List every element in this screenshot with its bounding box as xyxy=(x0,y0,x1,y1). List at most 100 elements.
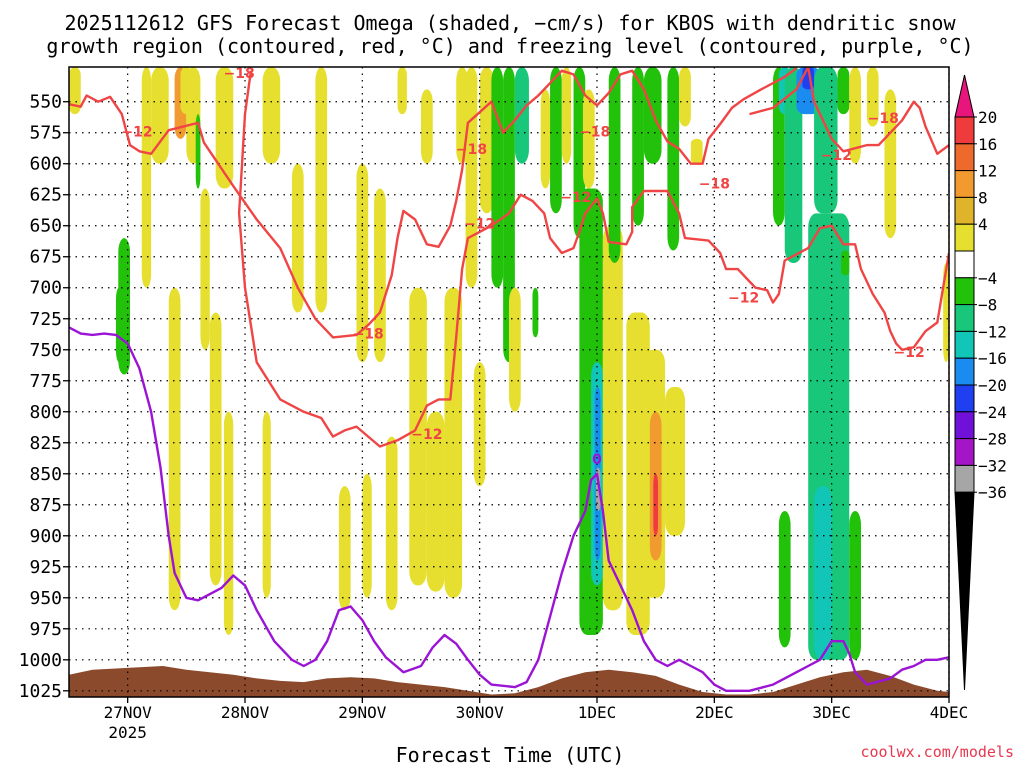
contour-label-13: 0 xyxy=(592,452,602,468)
omega-cell-3 xyxy=(141,67,152,288)
y-tick-label-775: 775 xyxy=(29,371,62,392)
omega-cell-26 xyxy=(426,411,445,592)
x-tick-label-6: 3DEC xyxy=(812,703,851,722)
colorbar-segment-6 xyxy=(954,250,975,279)
chart-title-line2: growth region (contoured, red, °C) and f… xyxy=(46,34,973,58)
omega-cell-66 xyxy=(814,486,832,660)
y-tick-label-875: 875 xyxy=(29,495,62,516)
y-tick-label-625: 625 xyxy=(29,185,62,206)
contour-label-5: −12 xyxy=(464,216,495,232)
omega-cell-68 xyxy=(837,67,850,115)
y-tick-label-925: 925 xyxy=(29,557,62,578)
omega-cell-10 xyxy=(200,188,210,350)
omega-cell-49 xyxy=(632,67,644,226)
colorbar-label-1: 16 xyxy=(978,135,997,154)
x-tick-label-2: 29NOV xyxy=(338,703,387,722)
contour-label-10: −12 xyxy=(821,148,852,164)
omega-cell-30 xyxy=(473,362,486,487)
colorbar-label-10: −24 xyxy=(978,403,1007,422)
contour-line-1 xyxy=(237,70,949,448)
y-tick-label-550: 550 xyxy=(29,92,62,113)
colorbar-label-12: −32 xyxy=(978,456,1007,475)
contour-line-0 xyxy=(69,67,798,339)
colorbar-label-7: −12 xyxy=(978,322,1007,341)
omega-cell-32 xyxy=(491,67,504,288)
plot-frame xyxy=(68,66,950,698)
contour-label-2: −18 xyxy=(353,327,384,343)
contour-labels: −12 −18 −18 −12 −18 −12 −18 −12 −18 −12 −12 −18 −12 0 xyxy=(121,66,924,468)
colorbar-label-8: −16 xyxy=(978,349,1007,368)
colorbar-segment-12 xyxy=(954,411,975,440)
omega-cell-18 xyxy=(338,486,351,611)
omega-cell-9 xyxy=(168,287,181,611)
colorbar-segment-2 xyxy=(954,143,975,172)
contour-label-6: −18 xyxy=(579,124,610,140)
y-tick-label-700: 700 xyxy=(29,278,62,299)
colorbar-segment-5 xyxy=(954,223,975,252)
contour-label-9: −12 xyxy=(728,291,759,307)
colorbar-segment-13 xyxy=(954,438,975,466)
omega-cell-54 xyxy=(665,386,685,536)
y-tick-label-1025: 1025 xyxy=(19,681,62,702)
omega-cell-46 xyxy=(602,225,623,611)
omega-cell-11 xyxy=(209,312,222,586)
colorbar-segment-9 xyxy=(954,330,975,359)
colorbar-segment-7 xyxy=(954,277,975,306)
contour-line-2 xyxy=(749,67,949,155)
omega-shading xyxy=(69,67,949,697)
omega-cell-35 xyxy=(514,67,529,164)
y-tick-label-750: 750 xyxy=(29,340,62,361)
colorbar-segment-8 xyxy=(954,304,975,332)
omega-cell-24 xyxy=(409,287,427,586)
omega-cell-41 xyxy=(582,89,595,189)
colorbar-label-2: 12 xyxy=(978,162,997,181)
contour-label-11: −18 xyxy=(868,111,899,127)
y-tick-label-800: 800 xyxy=(29,402,62,423)
source-credit[interactable]: coolwx.com/models xyxy=(860,743,1014,761)
omega-cell-15 xyxy=(262,411,271,598)
x-tick-label-5: 2DEC xyxy=(695,703,734,722)
y-tick-label-825: 825 xyxy=(29,433,62,454)
y-tick-label-950: 950 xyxy=(29,588,62,609)
colorbar-segment-1 xyxy=(954,116,975,145)
omega-cell-61 xyxy=(784,67,803,263)
contour-line-3 xyxy=(69,326,949,692)
omega-cell-37 xyxy=(540,89,551,189)
x-tick-label-7: 4DEC xyxy=(930,703,969,722)
omega-cell-69 xyxy=(841,250,850,276)
y-tick-label-675: 675 xyxy=(29,247,62,268)
omega-cell-29 xyxy=(465,67,478,288)
y-tick-label-650: 650 xyxy=(29,216,62,237)
omega-cell-71 xyxy=(866,67,879,127)
colorbar-segment-10 xyxy=(954,357,975,386)
omega-cell-52 xyxy=(653,473,659,536)
contour-label-4: −18 xyxy=(456,142,487,158)
omega-cell-23 xyxy=(397,67,407,115)
omega-cell-57 xyxy=(690,138,703,164)
omega-cell-4 xyxy=(151,67,169,164)
colorbar-bottom-arrow xyxy=(954,491,975,691)
omega-cell-20 xyxy=(362,473,372,598)
omega-cell-55 xyxy=(667,67,680,251)
omega-cell-17 xyxy=(315,67,328,313)
colorbar-label-3: 8 xyxy=(978,188,988,207)
omega-cell-38 xyxy=(550,67,562,214)
omega-cell-16 xyxy=(291,163,304,313)
omega-cell-14 xyxy=(262,67,281,164)
y-tick-label-725: 725 xyxy=(29,309,62,330)
contour-label-12: −12 xyxy=(893,345,924,361)
omega-cell-65 xyxy=(814,67,838,214)
contour-lines xyxy=(69,67,949,692)
x-tick-label-3: 30NOV xyxy=(456,703,505,722)
colorbar-segment-3 xyxy=(954,170,975,198)
colorbar-label-13: −36 xyxy=(978,483,1007,502)
omega-cell-36 xyxy=(532,287,539,338)
y-tick-label-1000: 1000 xyxy=(19,650,62,671)
omega-cell-22 xyxy=(385,436,398,611)
colorbar-label-0: 20 xyxy=(978,108,997,127)
omega-cell-47 xyxy=(608,67,621,263)
omega-cell-67 xyxy=(849,510,861,660)
colorbar-label-9: −20 xyxy=(978,376,1007,395)
omega-cell-72 xyxy=(884,89,897,239)
